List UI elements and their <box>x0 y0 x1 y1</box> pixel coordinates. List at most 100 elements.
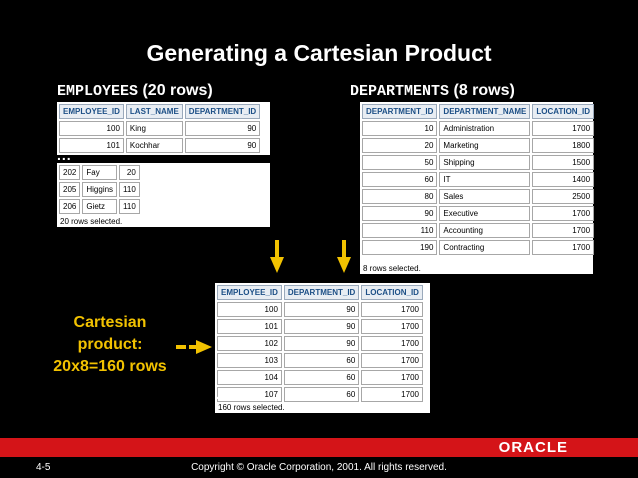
result-table-cell: 60 <box>283 353 360 368</box>
result-column-header: EMPLOYEE_ID <box>217 285 282 300</box>
departments-table-row: 20 Marketing 1800 <box>362 138 595 153</box>
departments-table-cell: Contracting <box>439 240 531 255</box>
employees-table-cell: 90 <box>184 138 261 153</box>
result-footer-panel: 160 rows selected. <box>215 402 430 413</box>
employees-column-header: LAST_NAME <box>125 104 183 119</box>
departments-table-cell: 20 <box>362 138 438 153</box>
result-table-cell: 1700 <box>361 336 423 351</box>
right-arrow-icon <box>176 340 212 354</box>
departments-column-header: DEPARTMENT_NAME <box>439 104 531 119</box>
departments-table-cell: 60 <box>362 172 438 187</box>
result-table-row: 103 60 1700 <box>217 353 423 368</box>
result-table-cell: 60 <box>283 370 360 385</box>
cartesian-label: Cartesian product: 20x8=160 rows <box>30 312 190 378</box>
result-ellipsis: ... <box>215 386 230 402</box>
employees-table: EMPLOYEE_ID LAST_NAME DEPARTMENT_ID 100 Kin… <box>57 102 262 155</box>
employees-table-row: 100 King 90 <box>59 121 261 136</box>
departments-table-cell: Administration <box>439 121 531 136</box>
result-table-row: 107 60 1700 <box>217 387 423 402</box>
result-table-cell: 103 <box>217 353 282 368</box>
departments-table-cell: Marketing <box>439 138 531 153</box>
cartesian-label-line: Cartesian <box>73 314 147 331</box>
page-number: 4-5 <box>36 462 51 473</box>
result-table-row: 101 90 1700 <box>217 319 423 334</box>
departments-table-cell: 80 <box>362 189 438 204</box>
departments-column-header: LOCATION_ID <box>532 104 595 119</box>
departments-column-header: DEPARTMENT_ID <box>362 104 438 119</box>
result-table-cell: 90 <box>283 302 360 317</box>
employees-table-row: 202 Fay 20 <box>59 165 140 180</box>
employees-footer: 20 rows selected. <box>60 217 123 226</box>
employees-table-cell: Higgins <box>82 182 118 197</box>
result-table-cell: 107 <box>217 387 282 402</box>
result-table-row: 100 90 1700 <box>217 302 423 317</box>
result-table-row: 102 90 1700 <box>217 336 423 351</box>
departments-table-cell: 90 <box>362 206 438 221</box>
employees-caption-rows: (20 rows) <box>142 82 213 99</box>
result-table-panel: EMPLOYEE_ID DEPARTMENT_ID LOCATION_ID 100 9… <box>215 283 430 404</box>
result-table-cell: 90 <box>283 336 360 351</box>
employees-table-row: 101 Kochhar 90 <box>59 138 261 153</box>
departments-table-cell: 1400 <box>532 172 595 187</box>
employees-table-cell: 90 <box>184 121 261 136</box>
departments-table-panel: DEPARTMENT_ID DEPARTMENT_NAME LOCATION_ID … <box>360 102 596 274</box>
departments-table-cell: Shipping <box>439 155 531 170</box>
departments-table-cell: 50 <box>362 155 438 170</box>
employees-table-cell: Gietz <box>82 199 118 214</box>
departments-table-cell: Sales <box>439 189 531 204</box>
result-table-cell: 1700 <box>361 370 423 385</box>
departments-table-cell: IT <box>439 172 531 187</box>
departments-table-cell: 110 <box>362 223 438 238</box>
copyright-text: Copyright © Oracle Corporation, 2001. Al… <box>191 462 447 473</box>
departments-footer: 8 rows selected. <box>363 264 421 273</box>
departments-table-row: 60 IT 1400 <box>362 172 595 187</box>
departments-caption: DEPARTMENTS (8 rows) <box>350 82 515 100</box>
departments-table-cell: 1500 <box>532 155 595 170</box>
departments-table-cell: 10 <box>362 121 438 136</box>
result-table-cell: 102 <box>217 336 282 351</box>
departments-table-cell: 1700 <box>532 223 595 238</box>
result-column-header: DEPARTMENT_ID <box>283 285 360 300</box>
slide-title: Generating a Cartesian Product <box>146 40 492 66</box>
departments-table-row: 90 Executive 1700 <box>362 206 595 221</box>
employees-table-bottom: 202 Fay 20 205 Higgins 110 206 Gietz 110 20 rows… <box>57 163 270 227</box>
employees-column-header: DEPARTMENT_ID <box>184 104 261 119</box>
departments-table-row: 80 Sales 2500 <box>362 189 595 204</box>
result-table-row: 104 60 1700 <box>217 370 423 385</box>
result-table-cell: 1700 <box>361 302 423 317</box>
departments-table-cell: 2500 <box>532 189 595 204</box>
departments-table-cell: 1700 <box>532 206 595 221</box>
down-arrow-icon <box>337 240 351 273</box>
employees-table-cell: 101 <box>59 138 124 153</box>
result-table-cell: 90 <box>283 319 360 334</box>
employees-table-cell: Kochhar <box>125 138 183 153</box>
employees-table-row: 205 Higgins 110 <box>59 182 140 197</box>
departments-table: DEPARTMENT_ID DEPARTMENT_NAME LOCATION_ID … <box>360 102 596 257</box>
result-table-cell: 1700 <box>361 353 423 368</box>
employees-table-cell: 205 <box>59 182 81 197</box>
employees-table-cell: 206 <box>59 199 81 214</box>
employees-caption: EMPLOYEES (20 rows) <box>57 82 213 100</box>
employees-table-cell: King <box>125 121 183 136</box>
departments-table-row: 110 Accounting 1700 <box>362 223 595 238</box>
employees-table-top: EMPLOYEE_ID LAST_NAME DEPARTMENT_ID 100 Kin… <box>57 102 270 155</box>
result-column-header: LOCATION_ID <box>361 285 423 300</box>
departments-table-row: 190 Contracting 1700 <box>362 240 595 255</box>
employees-ellipsis: ... <box>57 147 72 163</box>
departments-caption-rows: (8 rows) <box>453 82 515 99</box>
oracle-logo: ORACLE <box>498 439 568 456</box>
employees-table-cell: 110 <box>119 199 140 214</box>
result-table-cell: 104 <box>217 370 282 385</box>
departments-table-cell: 190 <box>362 240 438 255</box>
departments-caption-name: DEPARTMENTS <box>350 83 450 100</box>
departments-table-row: 10 Administration 1700 <box>362 121 595 136</box>
down-arrow-icon <box>270 240 284 273</box>
result-table-cell: 101 <box>217 319 282 334</box>
employees-table-cell: 100 <box>59 121 124 136</box>
departments-table-cell: Executive <box>439 206 531 221</box>
oracle-footer-bar <box>0 438 638 457</box>
employees-table-cell: Fay <box>82 165 118 180</box>
result-table-cell: 60 <box>283 387 360 402</box>
result-table-cell: 1700 <box>361 319 423 334</box>
employees-table-row: 206 Gietz 110 <box>59 199 140 214</box>
